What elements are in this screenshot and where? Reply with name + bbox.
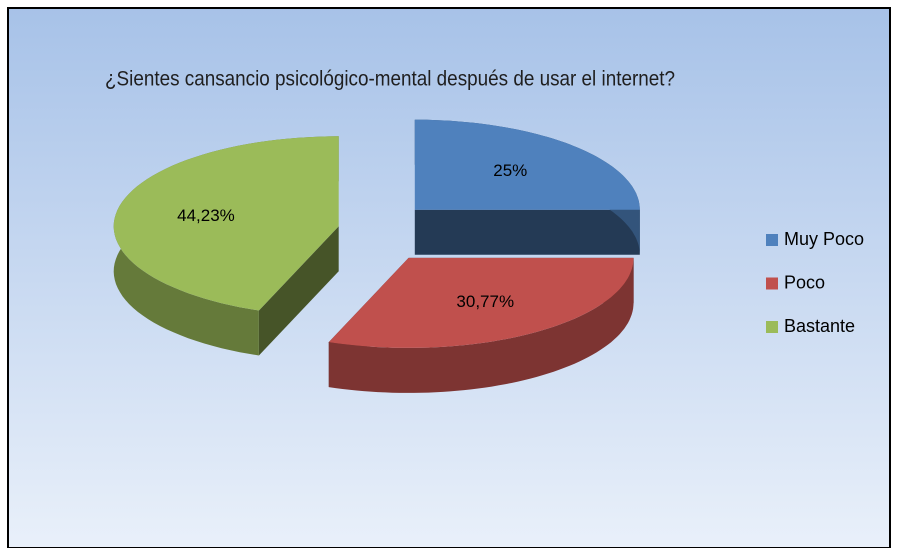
slice-side [258, 226, 339, 356]
legend-label: Muy Poco [784, 229, 864, 249]
pie-slice [328, 257, 634, 348]
legend-swatch [766, 234, 778, 246]
data-label: 30,77% [456, 292, 514, 311]
data-label: 25% [493, 161, 527, 180]
slice-side [414, 209, 640, 255]
legend-label: Bastante [784, 316, 855, 336]
legend-label: Poco [784, 272, 825, 292]
chart-title: ¿Sientes cansancio psicológico-mental de… [105, 68, 675, 91]
pie-slice [113, 136, 339, 311]
pie-slice [414, 119, 640, 210]
legend-swatch [766, 321, 778, 333]
legend-swatch [766, 277, 778, 290]
slice-wall [328, 257, 634, 393]
data-label: 44,23% [177, 206, 235, 225]
